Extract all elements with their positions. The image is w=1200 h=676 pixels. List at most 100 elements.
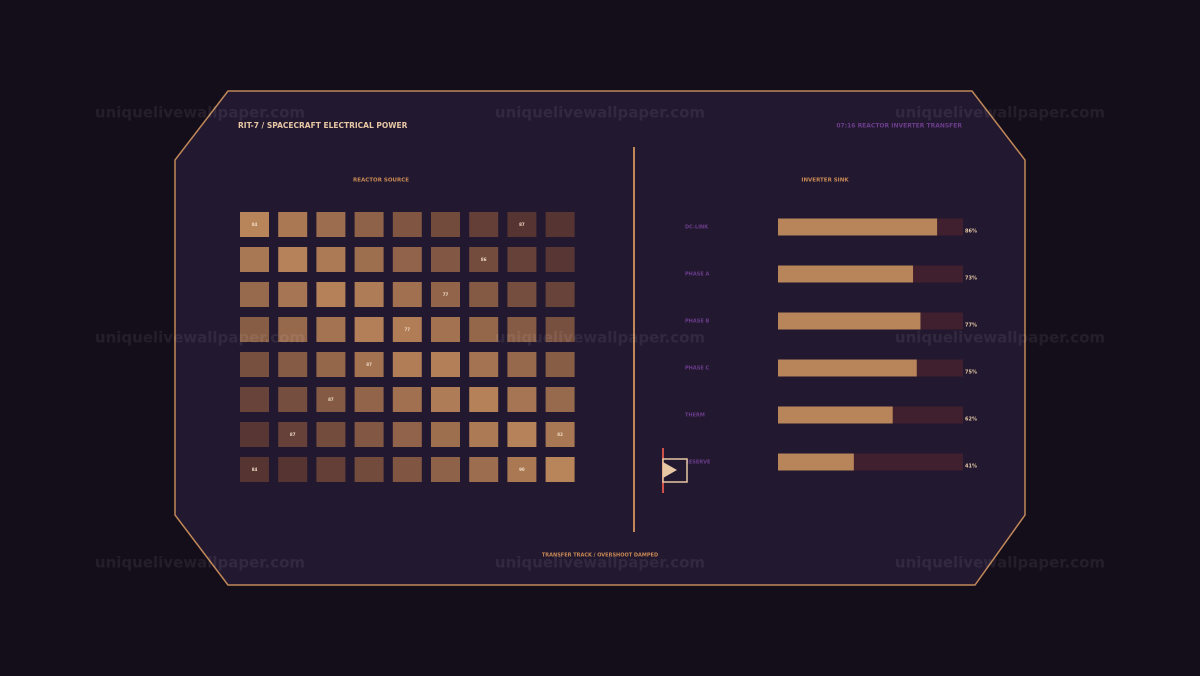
- bar-value-label: 77%: [965, 323, 977, 329]
- grid-cell: [278, 282, 308, 307]
- cell-label: 87: [366, 362, 372, 367]
- cell-label: 86: [481, 257, 487, 262]
- footer: TRANSFER TRACK / OVERSHOOT DAMPED: [542, 553, 658, 559]
- bar: [778, 406, 893, 424]
- grid-cell: [545, 247, 575, 272]
- grid-cell: [354, 422, 384, 447]
- grid-cell: [469, 422, 499, 447]
- grid-cell: [278, 422, 308, 447]
- grid-cell: [316, 282, 346, 307]
- watermark: uniquelivewallpaper.com: [495, 329, 705, 347]
- bar: [778, 312, 921, 330]
- bar-label: PHASE A: [685, 272, 709, 278]
- grid-cell: [316, 457, 346, 482]
- grid-cell: [431, 387, 460, 412]
- inverter-bars: DC-LINK 86% PHASE A 73% PHASE B 77% PHASE C 75%…: [685, 218, 977, 471]
- bar: [778, 453, 854, 471]
- grid-cell: [354, 317, 384, 342]
- grid-cell: [316, 387, 346, 412]
- grid-cell: [392, 317, 422, 342]
- grid-cell: [507, 247, 537, 272]
- cell-label: 77: [443, 292, 449, 297]
- sink-title: INVERTER SINK: [801, 178, 849, 184]
- header-title: RIT-7 / SPACECRAFT ELECTRICAL POWER: [238, 121, 408, 130]
- grid-cell: [545, 387, 575, 412]
- bar-label: THERM: [685, 413, 705, 419]
- grid-cell: [507, 352, 537, 377]
- grid-cell: [278, 387, 308, 412]
- grid-cell: [431, 317, 460, 342]
- watermark: uniquelivewallpaper.com: [95, 554, 305, 572]
- grid-cell: [316, 352, 346, 377]
- cell-label: 82: [557, 432, 563, 437]
- reactor-grid: 84 87 86 77 77 87 87 87 82 84 90: [240, 212, 575, 482]
- grid-cell: [507, 212, 537, 237]
- grid-cell: [392, 212, 422, 237]
- grid-cell: [354, 247, 384, 272]
- header-status: 07:16 REACTOR INVERTER TRANSFER: [836, 123, 962, 130]
- grid-cell: [507, 387, 537, 412]
- cell-label: 87: [290, 432, 296, 437]
- grid-cell: [240, 387, 269, 412]
- grid-cell: [240, 317, 269, 342]
- bar-label: PHASE C: [685, 366, 709, 372]
- grid-cell: [545, 212, 575, 237]
- grid-cell: [278, 247, 308, 272]
- watermark: uniquelivewallpaper.com: [95, 104, 305, 122]
- grid-cell: [354, 457, 384, 482]
- grid-cell: [507, 317, 537, 342]
- cell-label: 84: [252, 467, 258, 472]
- bar-value-label: 73%: [965, 276, 977, 282]
- grid-cell: [431, 282, 460, 307]
- grid-cell: [469, 212, 499, 237]
- bar: [778, 265, 914, 283]
- playhead: [662, 448, 688, 493]
- grid-cell: [240, 422, 269, 447]
- grid-cell: [469, 457, 499, 482]
- grid-cell: [545, 422, 575, 447]
- grid-cell: [354, 282, 384, 307]
- grid-cell: [392, 422, 422, 447]
- watermark: uniquelivewallpaper.com: [95, 329, 305, 347]
- grid-cell: [431, 212, 460, 237]
- watermark: uniquelivewallpaper.com: [495, 554, 705, 572]
- playhead-arrow: [663, 462, 677, 478]
- grid-cell: [507, 282, 537, 307]
- watermark: uniquelivewallpaper.com: [895, 104, 1105, 122]
- grid-cell: [354, 212, 384, 237]
- grid-cell: [316, 212, 346, 237]
- grid-cell: [469, 317, 499, 342]
- bar: [778, 359, 917, 377]
- bar-value-label: 62%: [965, 417, 977, 423]
- cell-label: 84: [252, 222, 258, 227]
- bar-label: DC-LINK: [685, 225, 709, 231]
- grid-cell: [278, 352, 308, 377]
- cell-label: 90: [519, 467, 525, 472]
- grid-cell: [392, 352, 422, 377]
- watermark: uniquelivewallpaper.com: [895, 329, 1105, 347]
- cell-label: 87: [519, 222, 525, 227]
- watermarks: uniquelivewallpaper.com uniquelivewallpap…: [95, 104, 1105, 572]
- bar-label: RESERVE: [685, 460, 711, 466]
- grid-cell: [316, 317, 346, 342]
- grid-cell: [240, 457, 269, 482]
- grid-cell: [507, 457, 537, 482]
- source-title: REACTOR SOURCE: [353, 178, 409, 184]
- grid-cell: [240, 247, 269, 272]
- watermark: uniquelivewallpaper.com: [895, 554, 1105, 572]
- grid-cell: [431, 422, 460, 447]
- grid-cell: [545, 457, 575, 482]
- grid-cell: [354, 387, 384, 412]
- grid-cell: [240, 352, 269, 377]
- cell-label: 87: [328, 397, 334, 402]
- grid-cell: [545, 282, 575, 307]
- grid-cell: [469, 352, 499, 377]
- grid-cell: [392, 247, 422, 272]
- grid-cell: [278, 317, 308, 342]
- bar-value-label: 86%: [965, 229, 977, 235]
- grid-cell: [431, 352, 460, 377]
- grid-cell: [545, 352, 575, 377]
